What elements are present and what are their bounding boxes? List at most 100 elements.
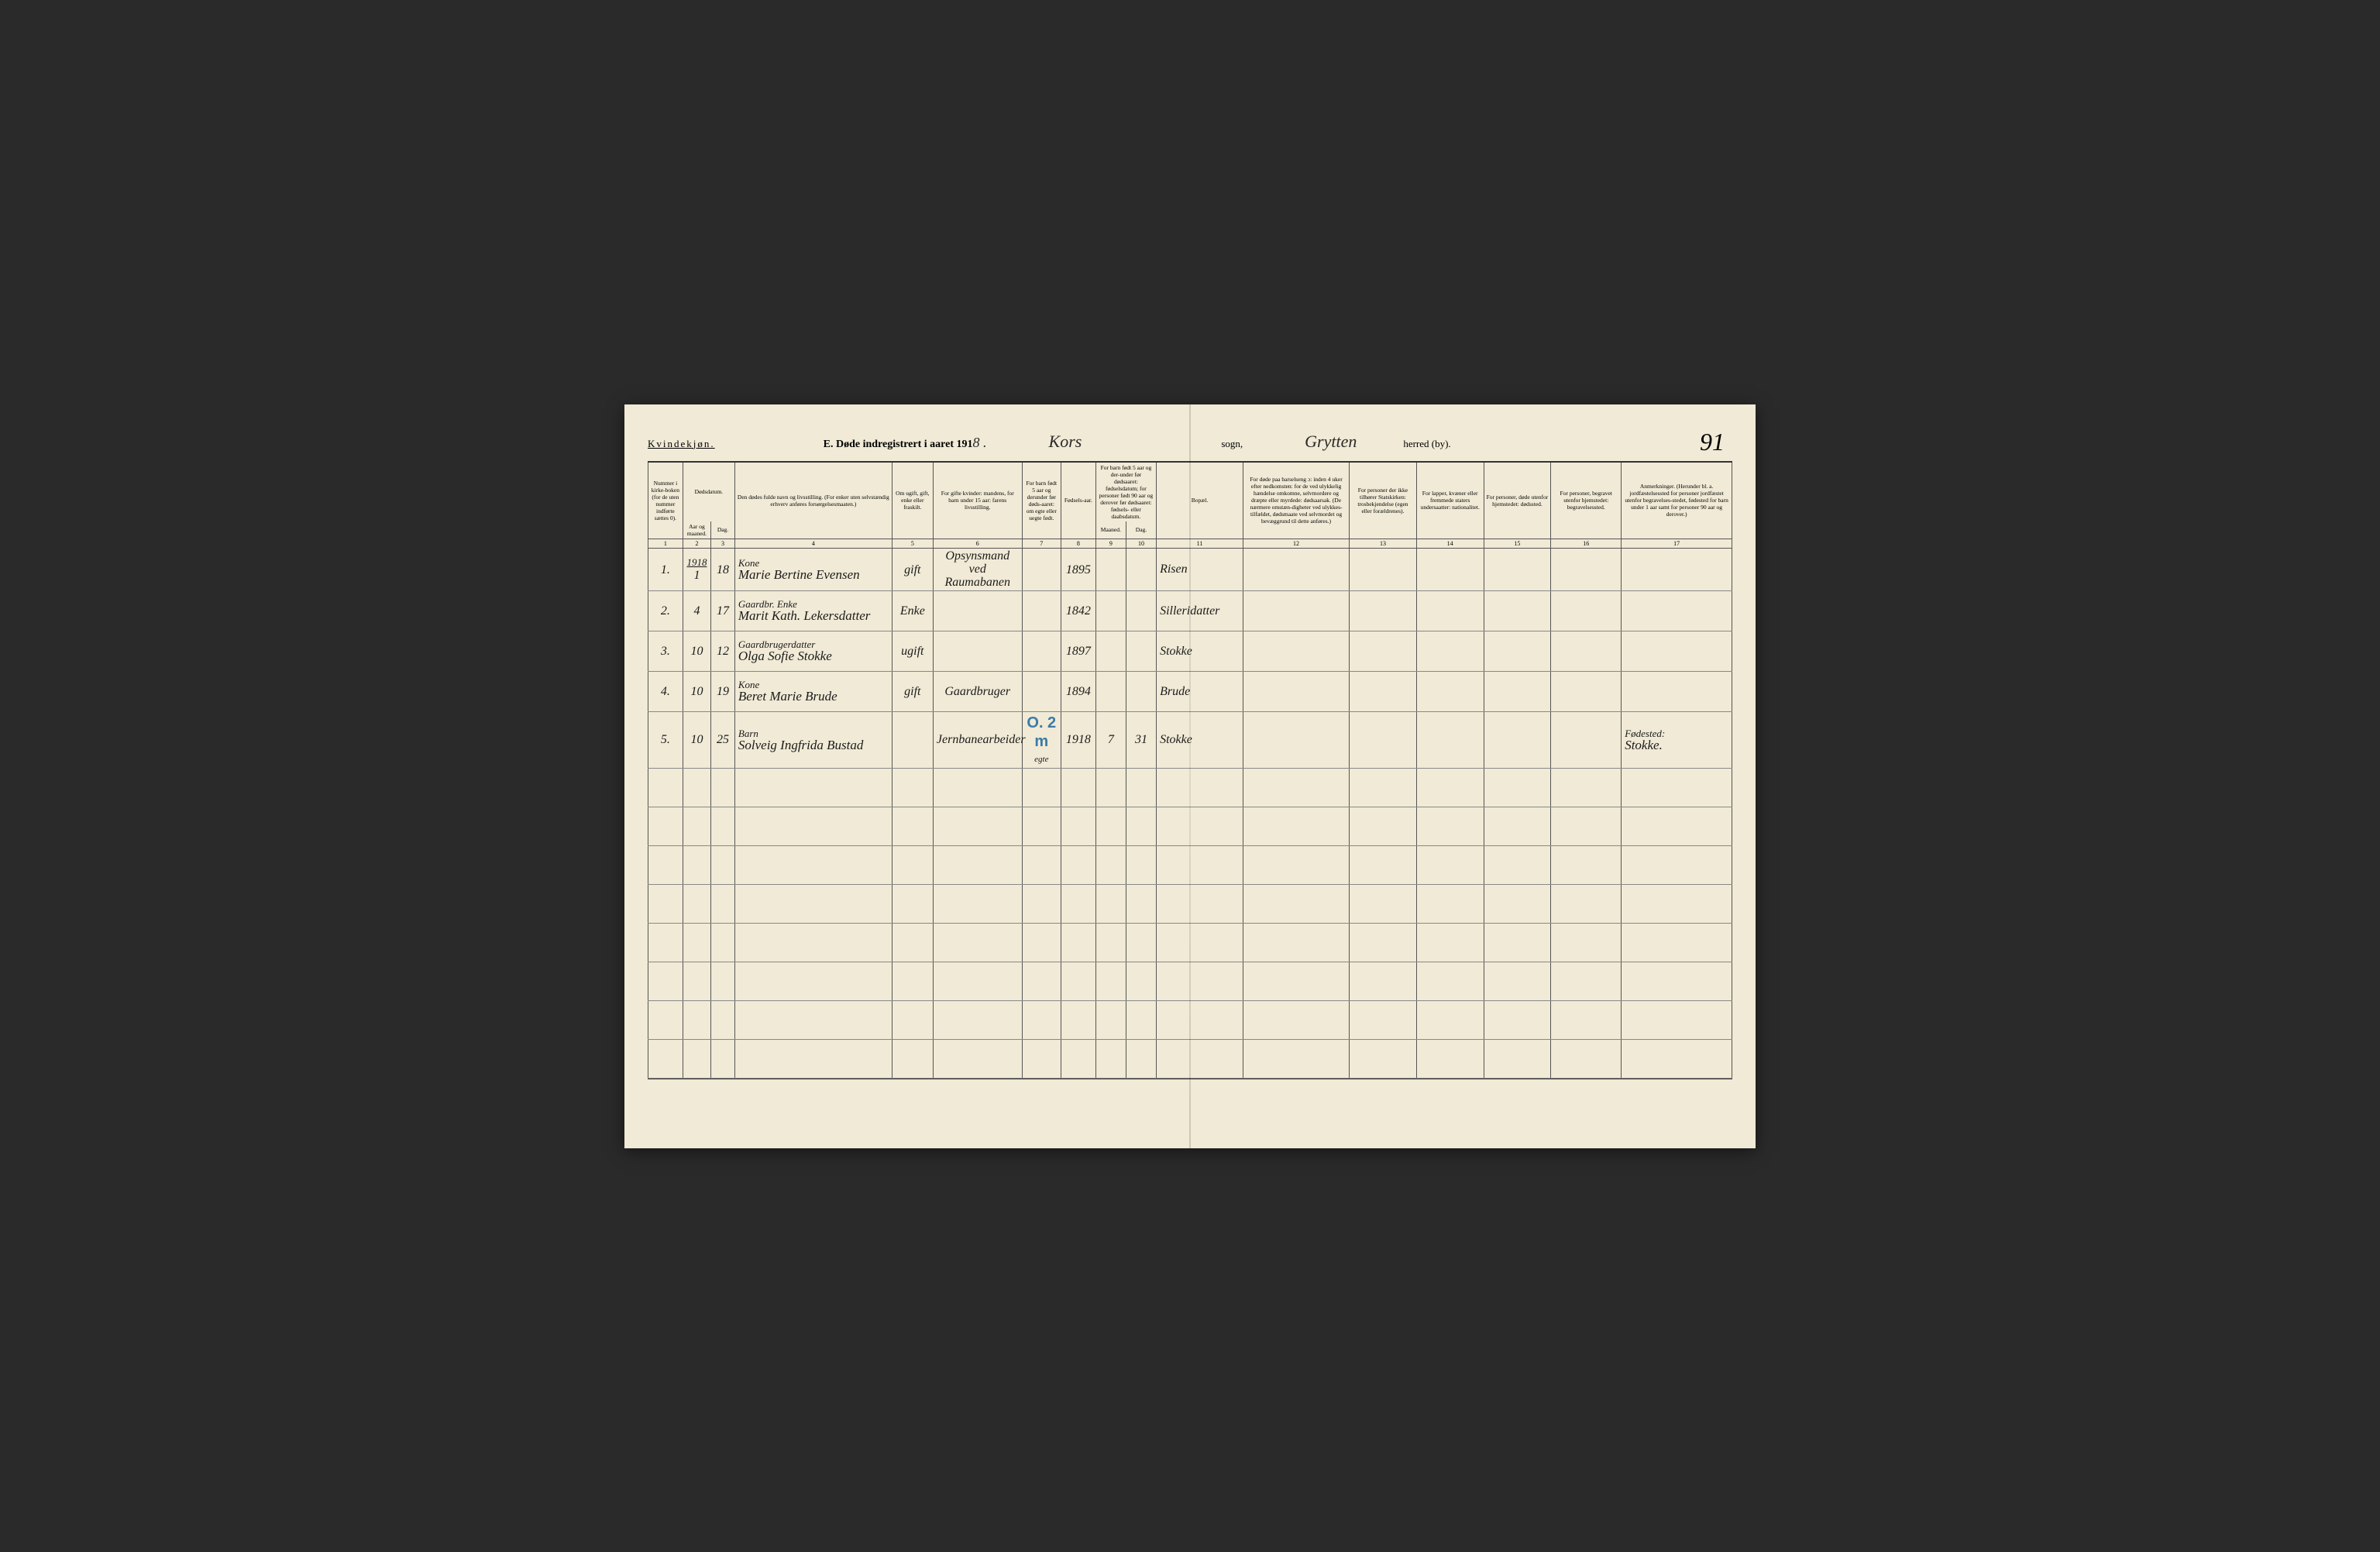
col-header-16: For personer, begravet utenfor hjemstede… xyxy=(1551,463,1622,539)
empty-cell xyxy=(1350,1039,1417,1078)
empty-cell xyxy=(1243,845,1349,884)
empty-cell xyxy=(892,807,933,845)
empty-cell xyxy=(683,962,710,1000)
empty-cell xyxy=(1350,1000,1417,1039)
legitimacy xyxy=(1022,631,1061,672)
death-month: 10 xyxy=(683,631,710,672)
col-header-2-aar: Aar og maaned. xyxy=(683,521,710,539)
empty-cell xyxy=(648,923,683,962)
col-header-2-dag: Dag. xyxy=(711,521,735,539)
empty-cell xyxy=(1416,962,1484,1000)
table-row-empty xyxy=(648,768,1732,807)
colnum: 14 xyxy=(1416,539,1484,549)
colnum: 11 xyxy=(1157,539,1243,549)
death-place xyxy=(1484,591,1551,631)
empty-cell xyxy=(683,768,710,807)
empty-cell xyxy=(1416,884,1484,923)
col-header-9-10: For barn født 5 aar og der-under før død… xyxy=(1095,463,1156,521)
death-place xyxy=(1484,672,1551,712)
birth-year: 1895 xyxy=(1061,549,1095,591)
empty-cell xyxy=(683,1039,710,1078)
row-number: 4. xyxy=(648,672,683,712)
empty-cell xyxy=(1022,1000,1061,1039)
empty-cell xyxy=(1243,884,1349,923)
empty-cell xyxy=(1095,807,1126,845)
spouse-occupation: Jernbanearbeider xyxy=(933,712,1022,768)
birth-month xyxy=(1095,549,1126,591)
residence: Stokke xyxy=(1157,631,1243,672)
burial-place xyxy=(1551,672,1622,712)
empty-cell xyxy=(1157,962,1243,1000)
empty-cell xyxy=(1484,962,1551,1000)
birth-year: 1918 xyxy=(1061,712,1095,768)
marital-status: Enke xyxy=(892,591,933,631)
empty-cell xyxy=(1157,768,1243,807)
col-header-4: Den dødes fulde navn og livsstilling. (F… xyxy=(734,463,892,539)
empty-cell xyxy=(1157,1000,1243,1039)
colnum: 13 xyxy=(1350,539,1417,549)
empty-cell xyxy=(711,845,735,884)
birth-month xyxy=(1095,631,1126,672)
empty-cell xyxy=(1484,923,1551,962)
colnum: 2 xyxy=(683,539,710,549)
col-header-10: Dag. xyxy=(1126,521,1156,539)
colnum: 3 xyxy=(711,539,735,549)
empty-cell xyxy=(1484,1039,1551,1078)
table-header: Nummer i kirke-boken (for de uten nummer… xyxy=(648,463,1732,549)
legitimacy xyxy=(1022,672,1061,712)
nationality xyxy=(1416,712,1484,768)
empty-cell xyxy=(1126,923,1156,962)
col-header-8: Fødsels-aar. xyxy=(1061,463,1095,539)
legitimacy xyxy=(1022,591,1061,631)
empty-cell xyxy=(1484,884,1551,923)
empty-cell xyxy=(1551,1000,1622,1039)
empty-cell xyxy=(734,1039,892,1078)
empty-cell xyxy=(933,884,1022,923)
empty-cell xyxy=(1157,1039,1243,1078)
death-month: 4 xyxy=(683,591,710,631)
empty-cell xyxy=(1095,1039,1126,1078)
death-day: 18 xyxy=(711,549,735,591)
empty-cell xyxy=(1416,807,1484,845)
empty-cell xyxy=(734,962,892,1000)
death-day: 25 xyxy=(711,712,735,768)
nationality xyxy=(1416,672,1484,712)
empty-cell xyxy=(711,1000,735,1039)
empty-cell xyxy=(683,1000,710,1039)
col-header-2a: Dødsdatum. xyxy=(683,463,734,521)
cause-of-death xyxy=(1243,549,1349,591)
empty-cell xyxy=(933,768,1022,807)
empty-cell xyxy=(1350,845,1417,884)
empty-cell xyxy=(1350,923,1417,962)
death-place xyxy=(1484,631,1551,672)
ledger-page: Kvindekjøn. E. Døde indregistrert i aare… xyxy=(624,404,1756,1148)
gender-label: Kvindekjøn. xyxy=(648,438,715,450)
colnum: 10 xyxy=(1126,539,1156,549)
empty-cell xyxy=(1551,962,1622,1000)
burial-place xyxy=(1551,591,1622,631)
empty-cell xyxy=(711,1039,735,1078)
birth-year: 1897 xyxy=(1061,631,1095,672)
colnum: 4 xyxy=(734,539,892,549)
table-row-empty xyxy=(648,962,1732,1000)
residence: Brude xyxy=(1157,672,1243,712)
empty-cell xyxy=(648,845,683,884)
empty-cell xyxy=(1022,1039,1061,1078)
empty-cell xyxy=(1022,962,1061,1000)
table-row: 5.1025BarnSolveig Ingfrida BustadJernban… xyxy=(648,712,1732,768)
death-day: 19 xyxy=(711,672,735,712)
empty-cell xyxy=(1095,1000,1126,1039)
empty-cell xyxy=(1551,845,1622,884)
empty-cell xyxy=(1350,807,1417,845)
empty-cell xyxy=(648,768,683,807)
name-occupation: BarnSolveig Ingfrida Bustad xyxy=(734,712,892,768)
name-occupation: KoneBeret Marie Brude xyxy=(734,672,892,712)
birth-year: 1842 xyxy=(1061,591,1095,631)
empty-cell xyxy=(1551,768,1622,807)
col-header-11: Bopæl. xyxy=(1157,463,1243,539)
empty-cell xyxy=(1126,1000,1156,1039)
empty-cell xyxy=(1484,1000,1551,1039)
row-number: 1. xyxy=(648,549,683,591)
empty-cell xyxy=(1243,807,1349,845)
birth-day xyxy=(1126,591,1156,631)
